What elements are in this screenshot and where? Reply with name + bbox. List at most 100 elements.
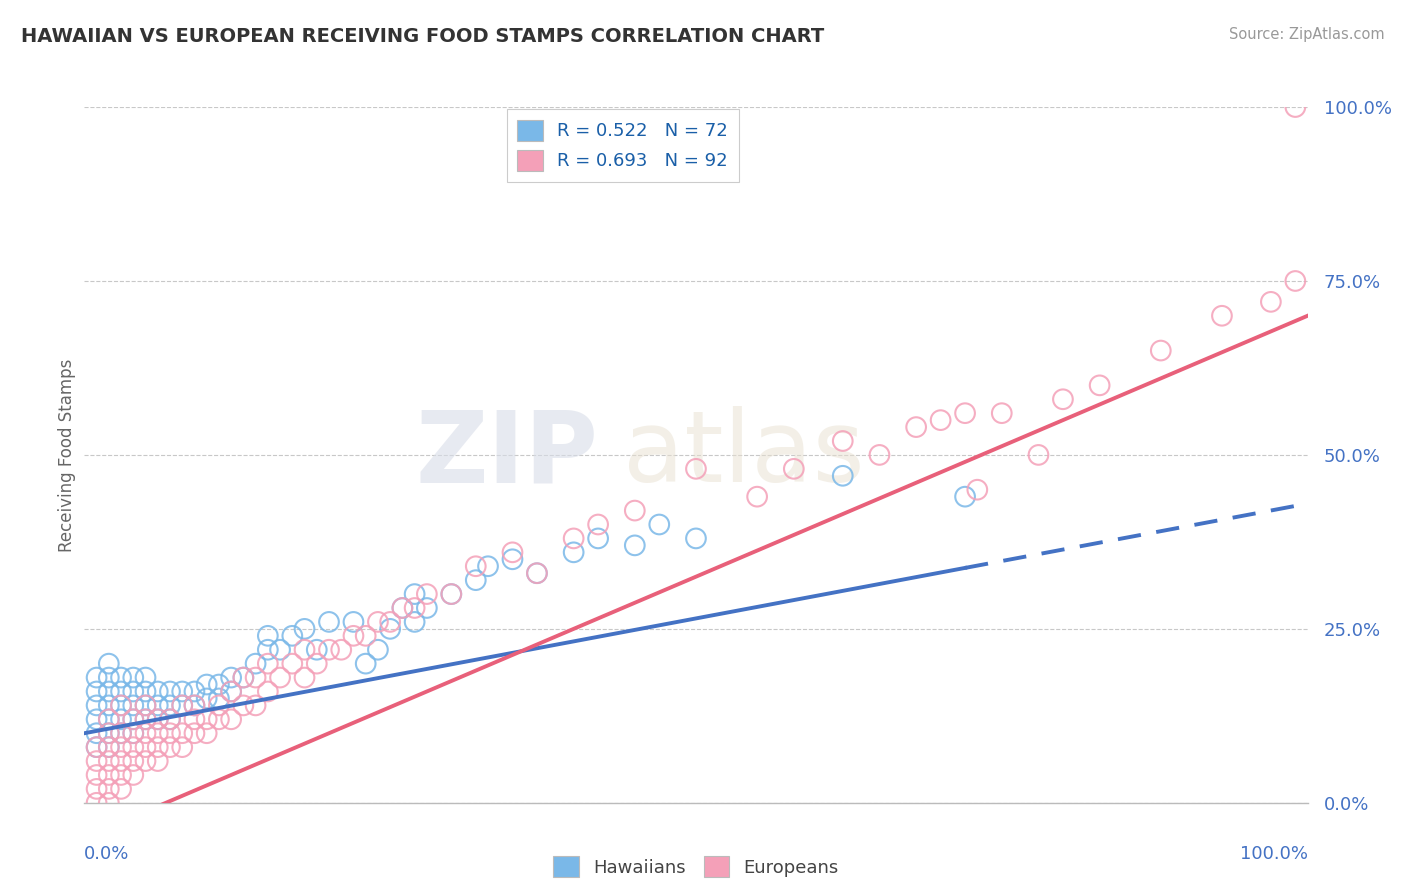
Point bbox=[208, 677, 231, 691]
Point bbox=[440, 587, 463, 601]
Point bbox=[416, 587, 439, 601]
Point bbox=[110, 684, 132, 698]
Point bbox=[86, 671, 108, 685]
Point bbox=[110, 698, 132, 713]
Point bbox=[97, 671, 120, 685]
Point bbox=[330, 642, 353, 657]
Point bbox=[135, 698, 157, 713]
Point bbox=[122, 712, 145, 726]
Point bbox=[135, 754, 157, 768]
Point bbox=[97, 712, 120, 726]
Point bbox=[953, 406, 976, 420]
Point bbox=[122, 726, 145, 740]
Point bbox=[586, 517, 609, 532]
Text: HAWAIIAN VS EUROPEAN RECEIVING FOOD STAMPS CORRELATION CHART: HAWAIIAN VS EUROPEAN RECEIVING FOOD STAM… bbox=[21, 27, 824, 45]
Point bbox=[146, 754, 169, 768]
Point bbox=[97, 754, 120, 768]
Point bbox=[208, 698, 231, 713]
Point bbox=[159, 726, 181, 740]
Point bbox=[97, 698, 120, 713]
Point bbox=[391, 601, 413, 615]
Point bbox=[97, 726, 120, 740]
Point bbox=[135, 726, 157, 740]
Point bbox=[245, 657, 267, 671]
Point bbox=[195, 677, 218, 691]
Point bbox=[183, 698, 205, 713]
Legend: Hawaiians, Europeans: Hawaiians, Europeans bbox=[546, 849, 846, 884]
Point bbox=[86, 684, 108, 698]
Point bbox=[281, 629, 304, 643]
Point bbox=[86, 740, 108, 755]
Point bbox=[122, 684, 145, 698]
Point bbox=[464, 573, 486, 587]
Text: Source: ZipAtlas.com: Source: ZipAtlas.com bbox=[1229, 27, 1385, 42]
Point bbox=[294, 642, 316, 657]
Point bbox=[172, 698, 194, 713]
Point bbox=[990, 406, 1012, 420]
Point bbox=[172, 698, 194, 713]
Point bbox=[318, 615, 340, 629]
Point bbox=[159, 740, 181, 755]
Point bbox=[624, 503, 647, 517]
Point bbox=[195, 691, 218, 706]
Point bbox=[380, 622, 402, 636]
Point bbox=[86, 698, 108, 713]
Text: ZIP: ZIP bbox=[415, 407, 598, 503]
Point bbox=[440, 587, 463, 601]
Point bbox=[172, 726, 194, 740]
Point bbox=[159, 712, 181, 726]
Point bbox=[135, 740, 157, 755]
Point bbox=[404, 615, 426, 629]
Point bbox=[391, 601, 413, 615]
Point bbox=[86, 712, 108, 726]
Point bbox=[257, 684, 280, 698]
Point bbox=[122, 754, 145, 768]
Point bbox=[281, 657, 304, 671]
Point bbox=[416, 601, 439, 615]
Point bbox=[110, 698, 132, 713]
Point bbox=[183, 726, 205, 740]
Point bbox=[110, 671, 132, 685]
Point bbox=[97, 726, 120, 740]
Point bbox=[831, 434, 853, 448]
Point bbox=[97, 657, 120, 671]
Point bbox=[159, 712, 181, 726]
Point bbox=[305, 642, 328, 657]
Point bbox=[966, 483, 988, 497]
Point bbox=[97, 796, 120, 810]
Point bbox=[232, 671, 254, 685]
Point bbox=[122, 712, 145, 726]
Text: 0.0%: 0.0% bbox=[84, 845, 129, 863]
Point bbox=[135, 698, 157, 713]
Point bbox=[257, 642, 280, 657]
Text: atlas: atlas bbox=[623, 407, 865, 503]
Point bbox=[783, 462, 806, 476]
Point bbox=[110, 754, 132, 768]
Point bbox=[159, 684, 181, 698]
Point bbox=[146, 740, 169, 755]
Point bbox=[135, 712, 157, 726]
Point bbox=[232, 671, 254, 685]
Point bbox=[195, 726, 218, 740]
Point bbox=[1150, 343, 1173, 358]
Point bbox=[97, 712, 120, 726]
Point bbox=[86, 796, 108, 810]
Point bbox=[294, 622, 316, 636]
Point bbox=[172, 740, 194, 755]
Point bbox=[354, 657, 377, 671]
Point bbox=[219, 684, 242, 698]
Point bbox=[929, 413, 952, 427]
Point bbox=[380, 615, 402, 629]
Point bbox=[86, 740, 108, 755]
Point bbox=[86, 768, 108, 782]
Point bbox=[1211, 309, 1233, 323]
Point bbox=[97, 781, 120, 796]
Point bbox=[1088, 378, 1111, 392]
Point bbox=[586, 532, 609, 546]
Point bbox=[501, 545, 523, 559]
Point bbox=[257, 657, 280, 671]
Text: 100.0%: 100.0% bbox=[1240, 845, 1308, 863]
Point bbox=[1260, 294, 1282, 309]
Point bbox=[294, 671, 316, 685]
Point bbox=[183, 698, 205, 713]
